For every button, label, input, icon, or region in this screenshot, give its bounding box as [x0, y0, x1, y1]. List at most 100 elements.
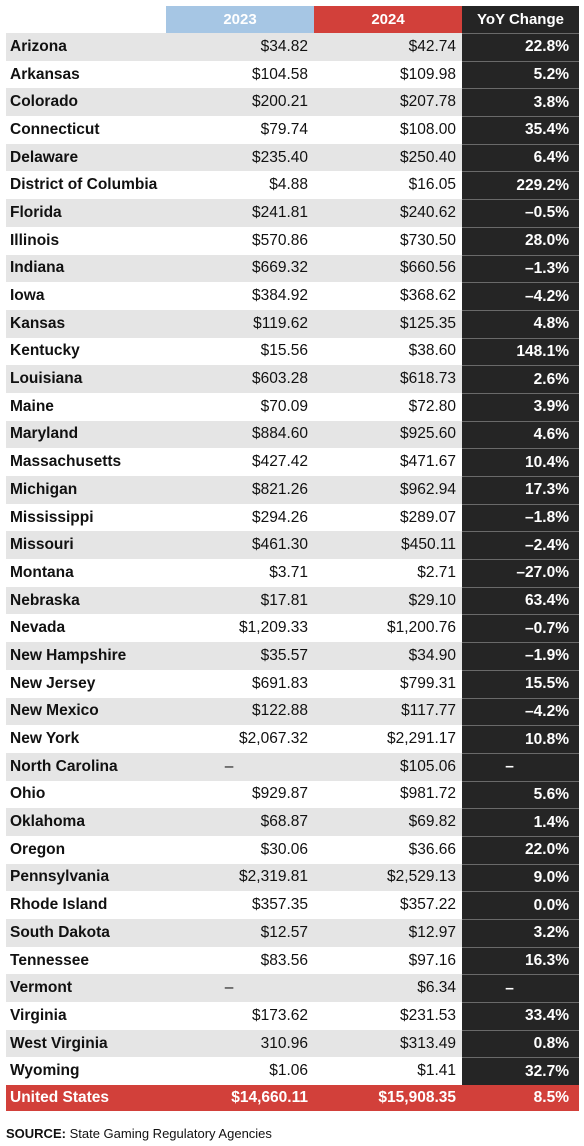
value-2023-cell: $1,209.33 [239, 619, 308, 637]
state-cell: South Dakota [6, 919, 166, 947]
value-2024-cell: $357.22 [399, 896, 456, 914]
yoy-change-cell: 16.3% [462, 946, 579, 975]
table-row: Wyoming $1.06 $1.41 32.7% [6, 1057, 579, 1086]
yoy-change-cell: 22.0% [462, 835, 579, 864]
total-2023: $14,660.11 [166, 1085, 314, 1112]
yoy-change-cell: – [462, 752, 579, 781]
state-cell: Mississippi [10, 508, 94, 526]
state-cell: Missouri [6, 531, 166, 560]
yoy-change-cell: 10.8% [462, 725, 579, 753]
value-2024-cell: $2,529.13 [314, 863, 462, 892]
table-row: Arkansas $104.58 $109.98 5.2% [6, 60, 579, 89]
state-cell: Vermont [6, 974, 166, 1003]
value-2024-cell: $1.41 [417, 1062, 456, 1080]
value-2024-cell: $2,291.17 [387, 730, 456, 748]
state-cell: Iowa [10, 287, 45, 305]
state-cell: Arkansas [10, 65, 80, 83]
yoy-change-cell: 10.4% [462, 448, 579, 476]
table-row: Nebraska $17.81 $29.10 63.4% [6, 586, 579, 615]
state-cell: Ohio [10, 785, 46, 803]
table-row: Colorado $200.21 $207.78 3.8% [6, 88, 579, 117]
value-2023-cell: $570.86 [251, 231, 308, 249]
yoy-change-cell: –4.2% [462, 697, 579, 726]
value-2024-cell: $6.34 [314, 974, 462, 1003]
table-row: Michigan $821.26 $962.94 17.3% [6, 476, 579, 504]
table-row: Ohio $929.87 $981.72 5.6% [6, 780, 579, 809]
value-2023-cell: $68.87 [166, 808, 314, 836]
value-2023-cell: $200.21 [166, 88, 314, 117]
value-2024-cell: $1,200.76 [387, 619, 456, 637]
state-cell: Colorado [6, 88, 166, 117]
yoy-change-cell: 33.4% [462, 1002, 579, 1030]
value-2024-cell: $105.06 [314, 752, 462, 781]
value-2024-cell: $34.90 [314, 642, 462, 670]
table-row: Illinois $570.86 $730.50 28.0% [6, 226, 579, 255]
state-cell: Massachusetts [10, 453, 122, 471]
value-2024-cell: $240.62 [314, 199, 462, 227]
yoy-change-cell: 0.0% [462, 891, 579, 919]
table-row: Pennsylvania $2,319.81 $2,529.13 9.0% [6, 863, 579, 892]
yoy-change-cell: –1.3% [462, 254, 579, 283]
value-2024-cell: $450.11 [314, 531, 462, 560]
yoy-change-cell: –0.7% [462, 614, 579, 643]
value-2023-cell: $34.82 [166, 33, 314, 61]
yoy-change-cell: 9.0% [462, 863, 579, 892]
table-row: New York $2,067.32 $2,291.17 10.8% [6, 725, 579, 753]
value-2023-cell: $2,319.81 [166, 863, 314, 892]
value-2024-cell: $799.31 [399, 674, 456, 692]
value-2024-cell: $72.80 [408, 397, 456, 415]
value-2023-cell: $15.56 [260, 342, 308, 360]
value-2024-cell: $250.40 [314, 143, 462, 172]
value-2024-cell: $38.60 [408, 342, 456, 360]
value-2023-cell: $122.88 [166, 697, 314, 726]
total-label: United States [6, 1085, 166, 1112]
value-2023-cell: $3.71 [269, 563, 308, 581]
yoy-change-cell: 3.8% [462, 88, 579, 117]
yoy-change-cell: 6.4% [462, 143, 579, 172]
table-row: Missouri $461.30 $450.11 –2.4% [6, 531, 579, 560]
value-2023-cell: $669.32 [166, 254, 314, 283]
value-2023-cell: 310.96 [166, 1029, 314, 1058]
total-2024: $15,908.35 [314, 1085, 462, 1112]
table-row: Maryland $884.60 $925.60 4.6% [6, 420, 579, 449]
state-cell: Pennsylvania [6, 863, 166, 892]
state-cell: Florida [6, 199, 166, 227]
value-2023-cell: $12.57 [166, 919, 314, 947]
value-2023-cell: $2,067.32 [239, 730, 308, 748]
table-header: 2023 2024 YoY Change [6, 6, 579, 33]
yoy-change-cell: 3.2% [462, 919, 579, 947]
value-2023-cell: $1.06 [269, 1062, 308, 1080]
table-row: District of Columbia $4.88 $16.05 229.2% [6, 171, 579, 200]
value-2024-cell: $36.66 [408, 840, 456, 858]
value-2024-cell: $289.07 [399, 508, 456, 526]
state-cell: Delaware [6, 143, 166, 172]
yoy-change-cell: 63.4% [462, 586, 579, 615]
table-row: Montana $3.71 $2.71 –27.0% [6, 559, 579, 587]
value-2024-cell: $231.53 [399, 1006, 456, 1024]
state-cell: Kansas [6, 309, 166, 338]
yoy-change-cell: 4.6% [462, 420, 579, 449]
value-2023-cell: $17.81 [166, 586, 314, 615]
state-cell: Maryland [6, 420, 166, 449]
state-cell: Oregon [10, 840, 66, 858]
value-2024-cell: $368.62 [399, 287, 456, 305]
value-2023-cell: $119.62 [166, 309, 314, 338]
state-cell: Tennessee [10, 951, 89, 969]
table-row: Oregon $30.06 $36.66 22.0% [6, 835, 579, 864]
state-cell: Connecticut [10, 120, 100, 138]
value-2023-cell: – [166, 974, 314, 1003]
table-row: Kansas $119.62 $125.35 4.8% [6, 309, 579, 338]
value-2024-cell: $117.77 [314, 697, 462, 726]
state-cell: New York [10, 730, 80, 748]
header-2024: 2024 [314, 6, 462, 33]
table-row: Florida $241.81 $240.62 –0.5% [6, 199, 579, 227]
value-2023-cell: $104.58 [251, 65, 308, 83]
yoy-change-cell: –27.0% [462, 559, 579, 587]
total-yoy: 8.5% [462, 1085, 579, 1112]
source-text: State Gaming Regulatory Agencies [69, 1126, 272, 1141]
value-2023-cell: $461.30 [166, 531, 314, 560]
value-2024-cell: $660.56 [314, 254, 462, 283]
value-2024-cell: $730.50 [399, 231, 456, 249]
yoy-change-cell: 15.5% [462, 669, 579, 698]
yoy-change-cell: 229.2% [462, 171, 579, 200]
